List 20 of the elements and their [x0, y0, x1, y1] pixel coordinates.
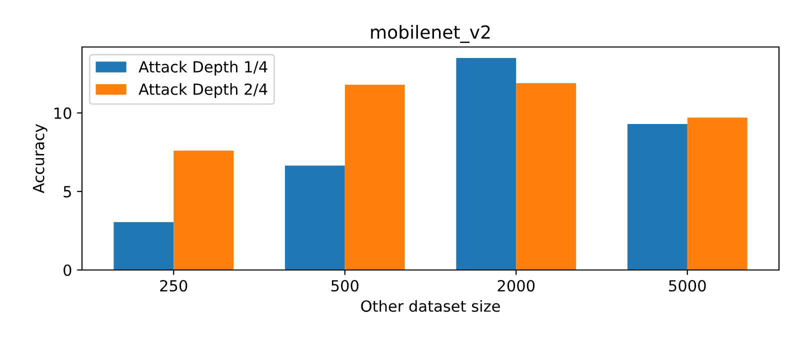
- x-axis-title: Other dataset size: [361, 300, 500, 312]
- bar: [114, 222, 174, 270]
- x-tick-label: 250: [160, 280, 188, 292]
- bar: [284, 166, 345, 270]
- bar: [456, 58, 516, 270]
- y-tick-label: 10: [54, 107, 72, 119]
- legend-label: Attack Depth 2/4: [138, 83, 268, 98]
- x-tick-label: 500: [331, 280, 358, 292]
- y-tick-label: 0: [64, 264, 72, 276]
- bar: [627, 124, 688, 270]
- bar: [687, 118, 748, 270]
- x-tick-label: 2000: [498, 280, 535, 292]
- bar: [344, 84, 405, 270]
- x-tick-label: 5000: [669, 280, 706, 292]
- y-axis-title: Accuracy: [32, 124, 48, 194]
- bar: [516, 83, 576, 270]
- bar: [174, 150, 234, 270]
- legend-label: Attack Depth 1/4: [138, 60, 268, 76]
- chart-title: mobilenet_v2: [371, 24, 490, 43]
- y-tick-label: 5: [64, 186, 71, 198]
